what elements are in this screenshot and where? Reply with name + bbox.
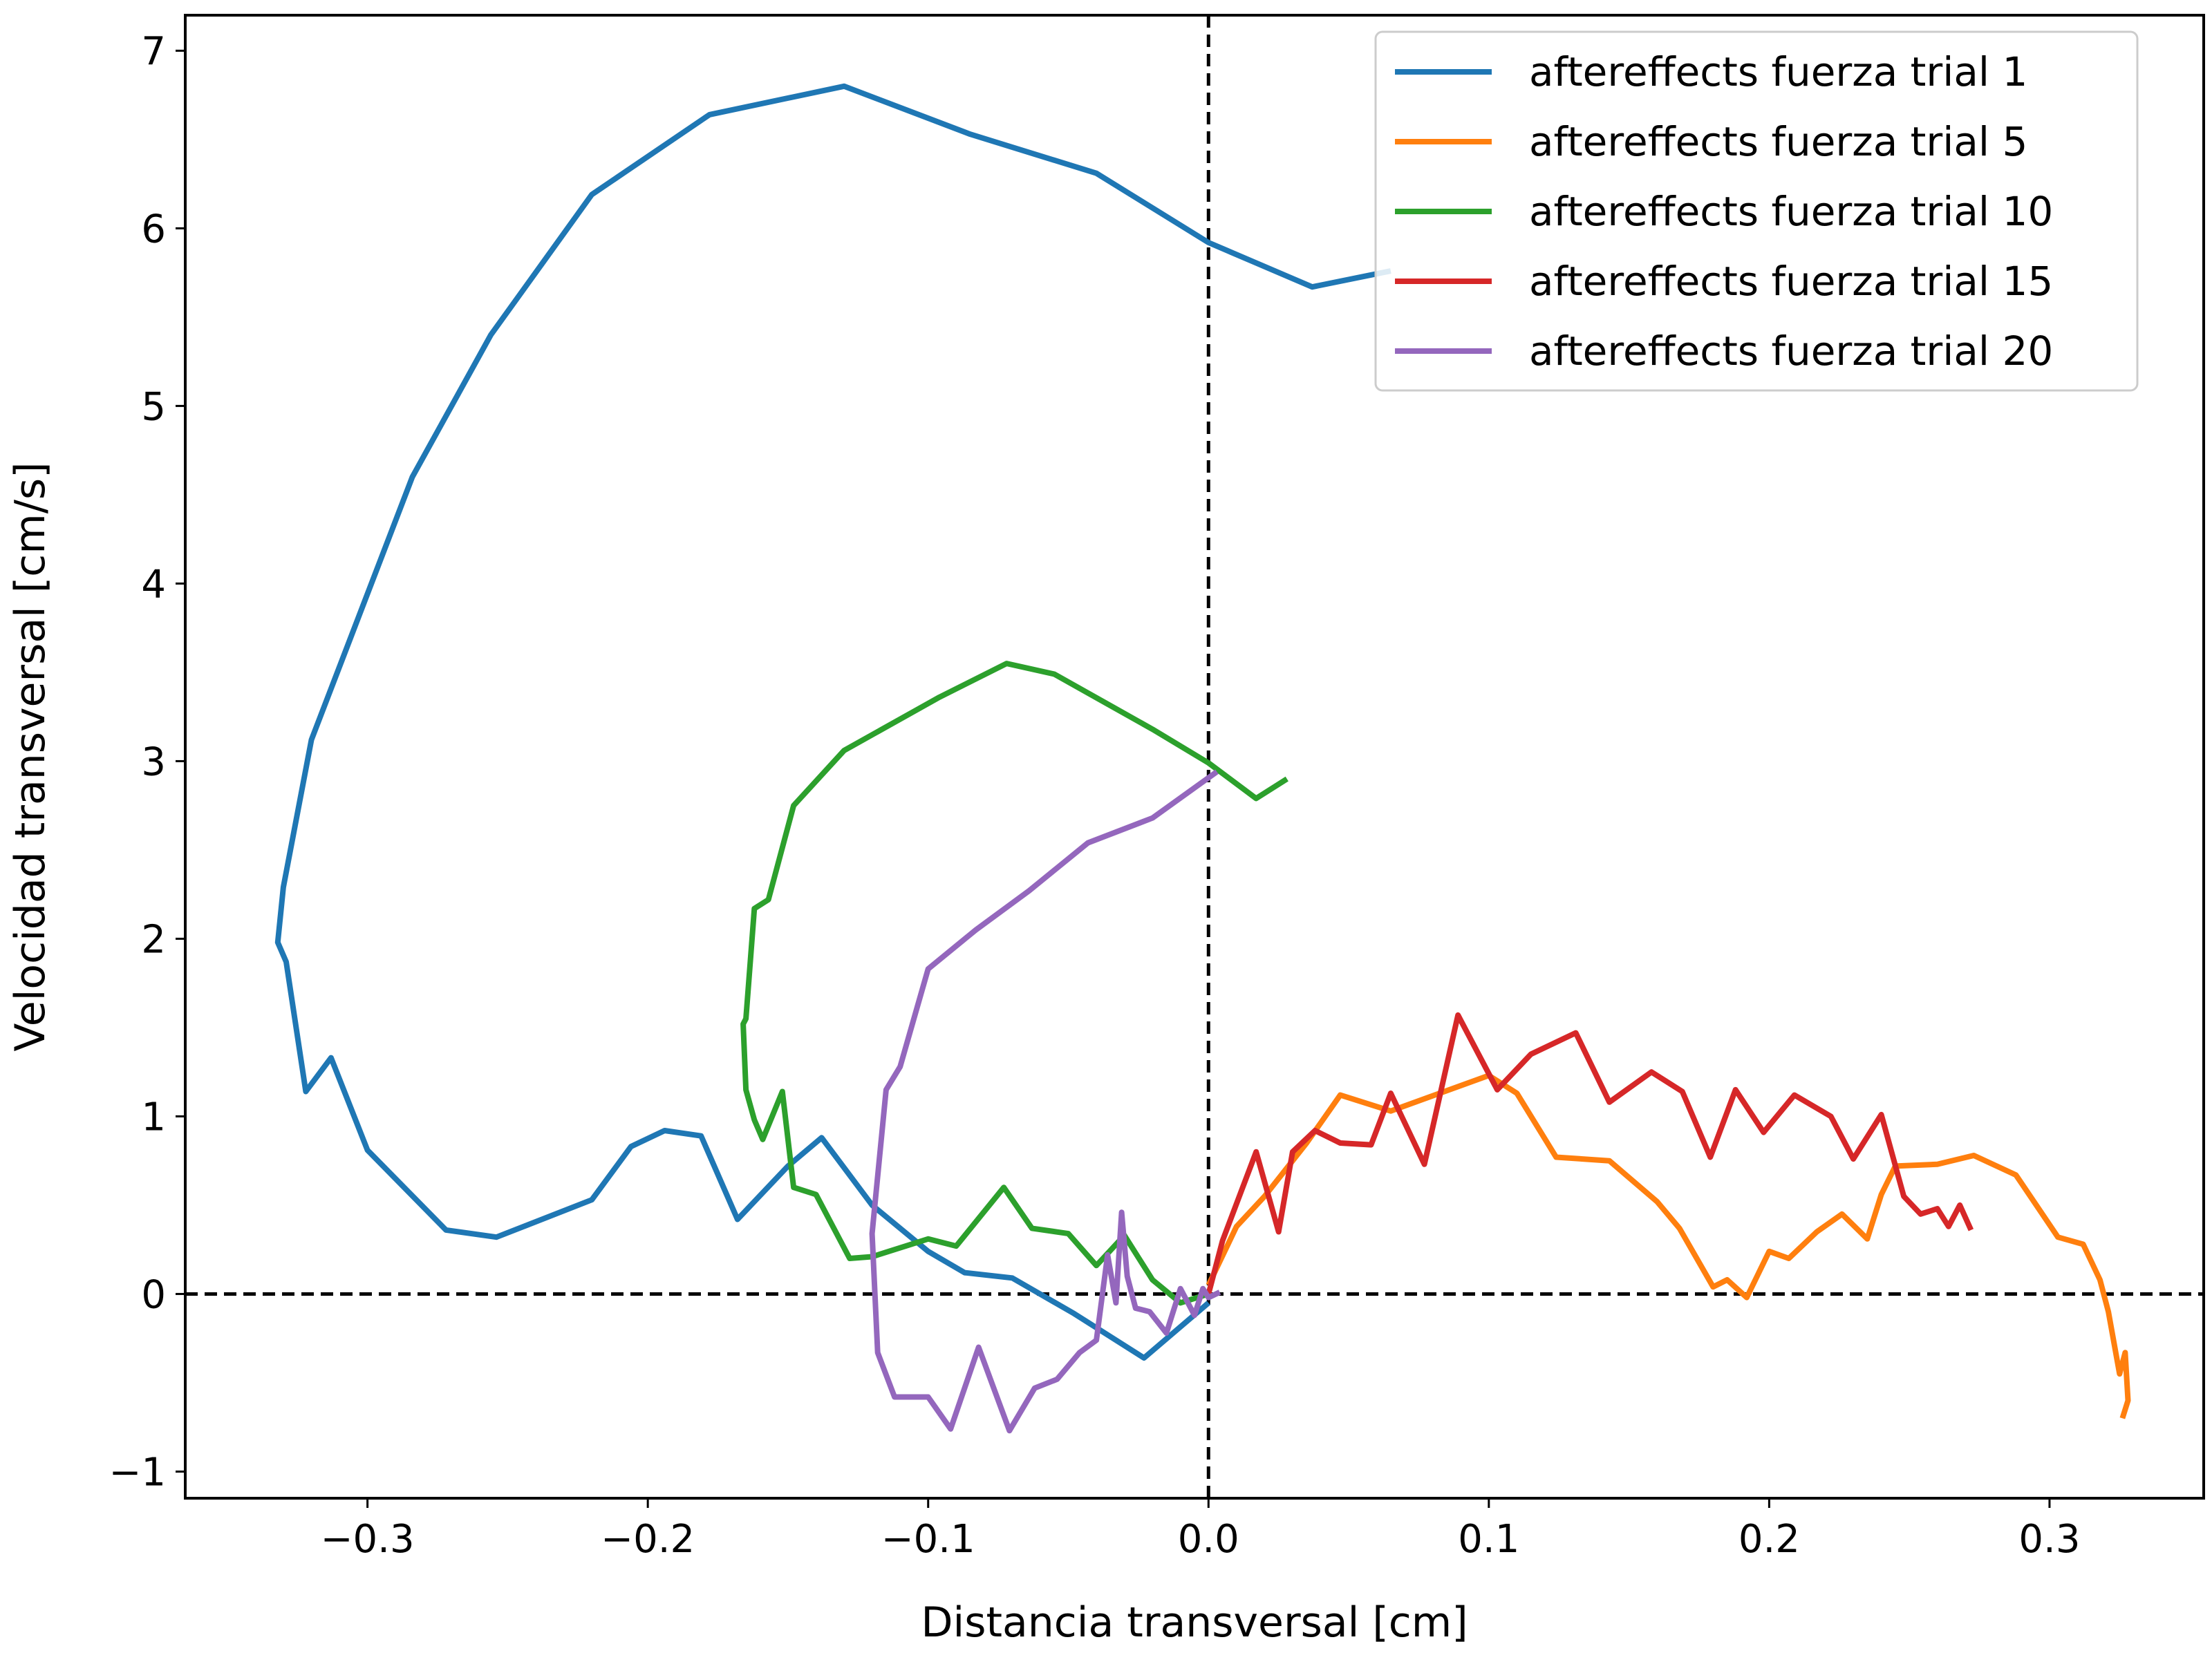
series-line-trial-4	[1206, 1012, 1974, 1295]
x-tick-label: −0.3	[321, 1517, 415, 1562]
y-tick-label: 0	[141, 1272, 166, 1317]
legend-label: aftereffects fuerza trial 15	[1529, 258, 2053, 305]
x-tick-label: −0.1	[881, 1517, 975, 1562]
y-tick-label: 5	[141, 384, 166, 429]
x-axis: −0.3 −0.2 −0.1 0.0 0.1 0.2 0.3	[321, 1498, 2080, 1562]
series-line-trial-3	[740, 661, 1288, 1306]
x-tick-label: −0.2	[601, 1517, 695, 1562]
y-tick-label: 7	[141, 29, 166, 74]
x-axis-label: Distancia transversal [cm]	[921, 1598, 1468, 1647]
x-tick-label: 0.2	[1738, 1517, 1800, 1562]
y-axis: −1 0 1 2 3 4 5 6 7	[109, 29, 185, 1495]
plot-area-frame	[184, 14, 2205, 1500]
y-tick-label: 6	[141, 207, 166, 252]
legend: aftereffects fuerza trial 1 aftereffects …	[1374, 30, 2139, 392]
y-tick-label: 4	[141, 562, 166, 607]
series-line-trial-1	[274, 83, 1391, 1361]
legend-box	[1374, 30, 2139, 392]
y-tick-label: 3	[141, 739, 166, 784]
legend-label: aftereffects fuerza trial 1	[1529, 48, 2027, 95]
series-line-trial-2	[1206, 1073, 2131, 1419]
series-layer	[274, 83, 2131, 1434]
legend-label: aftereffects fuerza trial 5	[1529, 118, 2027, 165]
x-tick-label: 0.1	[1458, 1517, 1519, 1562]
x-tick-label: 0.0	[1178, 1517, 1239, 1562]
y-tick-label: 2	[141, 917, 166, 962]
y-axis-label: Velocidad transversal [cm/s]	[6, 462, 55, 1051]
y-tick-label: 1	[141, 1095, 166, 1140]
x-tick-label: 0.3	[2018, 1517, 2080, 1562]
reference-lines	[185, 15, 2204, 1498]
legend-label: aftereffects fuerza trial 10	[1529, 188, 2053, 235]
series-line-trial-5	[869, 769, 1221, 1434]
y-tick-label: −1	[109, 1450, 166, 1495]
legend-label: aftereffects fuerza trial 20	[1529, 328, 2053, 375]
